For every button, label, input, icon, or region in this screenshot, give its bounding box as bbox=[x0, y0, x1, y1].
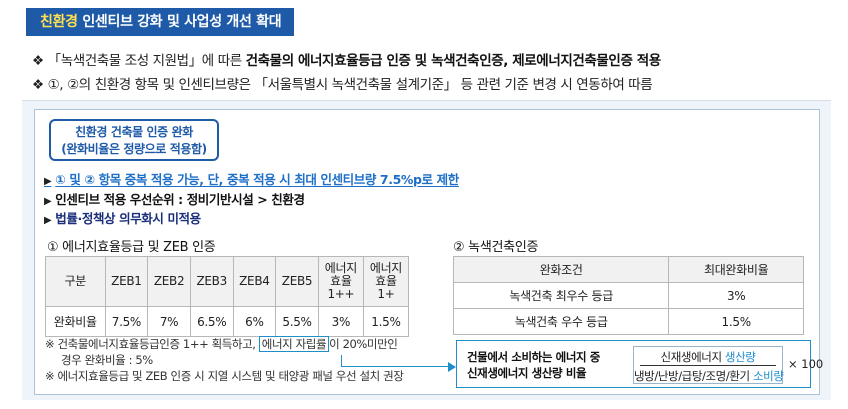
ratio-description: 건물에서 소비하는 에너지 중 신재생에너지 생산량 비율 bbox=[467, 349, 600, 381]
table-header-cell: ZEB4 bbox=[232, 256, 277, 307]
denominator-highlight: 소비량 bbox=[752, 369, 784, 383]
triangle-item-1-text: ① 및 ② 항목 중복 적용 가능, 단, 중복 적용 시 최대 인센티브량 7… bbox=[55, 172, 459, 187]
table-cell: 7% bbox=[147, 306, 191, 337]
note-mark: ※ bbox=[45, 337, 55, 351]
numerator-pre: 신재생에너지 bbox=[660, 350, 725, 364]
triangle-item-3: ▶ 법률·정책상 의무화시 미적용 bbox=[44, 208, 201, 227]
callout-arrow-icon bbox=[448, 362, 456, 372]
note-2-text: 에너지효율등급 및 ZEB 인증 시 지열 시스템 및 태양광 패널 우선 설치… bbox=[54, 369, 404, 383]
table-header-cell: ZEB2 bbox=[147, 256, 191, 307]
title-rest: 인센티브 강화 및 사업성 개선 확대 bbox=[77, 14, 282, 30]
section-title-banner: 친환경 인센티브 강화 및 사업성 개선 확대 bbox=[26, 8, 294, 36]
note-2: ※ 에너지효율등급 및 ZEB 인증 시 지열 시스템 및 태양광 패널 우선 … bbox=[45, 368, 404, 384]
bullet-line-1-normal: 「녹색건축물 조성 지원법」에 따른 bbox=[47, 53, 246, 69]
bullet-marker-icon: ❖ bbox=[32, 53, 44, 69]
triangle-marker-icon: ▶ bbox=[44, 215, 52, 226]
bullet-line-2-text: ①, ②의 친환경 항목 및 인센티브량은 「서울특별시 녹색건축물 설계기준」… bbox=[47, 77, 653, 93]
triangle-item-3-text: 법률·정책상 의무화시 미적용 bbox=[55, 211, 201, 226]
zeb-relief-table: 구분 ZEB1 ZEB2 ZEB3 ZEB4 ZEB5 에너지 효율 1++ 에너지… bbox=[45, 256, 410, 337]
numerator-highlight: 생산량 bbox=[724, 350, 756, 364]
table-cell: 1.5% bbox=[362, 306, 410, 337]
note-1-continuation: 경우 완화비율 : 5% bbox=[61, 353, 153, 367]
triangle-item-2: ▶ 인센티브 적용 우선순위 : 정비기반시설 > 친환경 bbox=[44, 189, 305, 208]
content-inner-box: 친환경 건축물 인증 완화 (완화비율은 정량으로 적용함) ▶ ① 및 ② 항목… bbox=[34, 109, 823, 395]
table-header-cell: ZEB1 bbox=[104, 256, 149, 307]
title-highlight: 친환경 bbox=[40, 14, 78, 30]
table-header-cell: ZEB3 bbox=[189, 256, 234, 307]
table-cell: 7.5% bbox=[104, 306, 149, 337]
cert-box-line-2: (완화비율은 정량으로 적용함) bbox=[61, 142, 207, 156]
table-cell: 녹색건축 최우수 등급 bbox=[452, 282, 670, 309]
table-header-cell: 구분 bbox=[45, 256, 106, 307]
triangle-item-1: ▶ ① 및 ② 항목 중복 적용 가능, 단, 중복 적용 시 최대 인센티브량 … bbox=[44, 169, 459, 188]
table-header-cell: 에너지 효율 1++ bbox=[317, 256, 364, 307]
table-header-row: 완화조건 최대완화비율 bbox=[452, 256, 804, 283]
table-row: 완화비율 7.5% 7% 6.5% 6% 5.5% 3% 1.5% bbox=[45, 306, 410, 337]
green-building-table: 완화조건 최대완화비율 녹색건축 최우수 등급 3% 녹색건축 우수 등급 1.… bbox=[452, 256, 804, 335]
note-1: ※ 건축물에너지효율등급인증 1++ 획득하고, 에너지 자립률 이 20%미만인 bbox=[45, 336, 398, 352]
content-panel: 친환경 건축물 인증 완화 (완화비율은 정량으로 적용함) ▶ ① 및 ② 항목… bbox=[22, 100, 831, 400]
table-header-row: 구분 ZEB1 ZEB2 ZEB3 ZEB4 ZEB5 에너지 효율 1++ 에너지… bbox=[45, 256, 410, 307]
bullet-line-1-bold: 건축물의 에너지효율등급 인증 및 녹색건축인증, 제로에너지건축물인증 적용 bbox=[245, 53, 662, 69]
table-header-cell: 에너지 효율 1+ bbox=[362, 256, 410, 307]
table-cell: 3% bbox=[317, 306, 364, 337]
table-header-cell: 완화조건 bbox=[452, 256, 670, 283]
cert-relief-box: 친환경 건축물 인증 완화 (완화비율은 정량으로 적용함) bbox=[49, 119, 219, 161]
ratio-formula: 신재생에너지 생산량 냉방/난방/급탕/조명/환기 소비량 bbox=[633, 346, 784, 384]
energy-self-sufficiency-term: 에너지 자립률 bbox=[258, 336, 330, 352]
formula-denominator: 냉방/난방/급탕/조명/환기 소비량 bbox=[634, 368, 784, 384]
triangle-item-2-text: 인센티브 적용 우선순위 : 정비기반시설 > 친환경 bbox=[55, 192, 305, 207]
callout-connector-line bbox=[341, 355, 454, 367]
table-cell: 5.5% bbox=[275, 306, 319, 337]
bullet-marker-icon: ❖ bbox=[32, 77, 44, 93]
table-header-cell: 최대완화비율 bbox=[668, 256, 804, 283]
formula-numerator: 신재생에너지 생산량 bbox=[634, 349, 782, 365]
self-sufficiency-ratio-box: 건물에서 소비하는 에너지 중 신재생에너지 생산량 비율 신재생에너지 생산량… bbox=[456, 340, 823, 388]
table-row: 녹색건축 최우수 등급 3% bbox=[452, 282, 804, 309]
denominator-pre: 냉방/난방/급탕/조명/환기 bbox=[634, 369, 753, 383]
ratio-desc-line-1: 건물에서 소비하는 에너지 중 bbox=[467, 350, 600, 364]
bullet-line-1: ❖ 「녹색건축물 조성 지원법」에 따른 건축물의 에너지효율등급 인증 및 녹… bbox=[32, 49, 661, 69]
table-cell: 3% bbox=[668, 282, 804, 309]
triangle-marker-icon: ▶ bbox=[44, 196, 52, 207]
note-mark: ※ bbox=[45, 369, 55, 383]
table-cell: 녹색건축 우수 등급 bbox=[452, 308, 670, 335]
bullet-line-2: ❖ ①, ②의 친환경 항목 및 인센티브량은 「서울특별시 녹색건축물 설계기… bbox=[32, 73, 653, 93]
table-header-cell: ZEB5 bbox=[275, 256, 319, 307]
table-cell: 1.5% bbox=[668, 308, 804, 335]
note-1-pre: 건축물에너지효율등급인증 1++ 획득하고, bbox=[54, 337, 259, 351]
fraction-bar bbox=[640, 365, 776, 366]
table-cell: 6.5% bbox=[189, 306, 234, 337]
cert-box-line-1: 친환경 건축물 인증 완화 bbox=[75, 125, 193, 139]
formula-multiplier: × 100 bbox=[788, 357, 824, 371]
ratio-desc-line-2: 신재생에너지 생산량 비율 bbox=[467, 366, 587, 380]
table-row: 녹색건축 우수 등급 1.5% bbox=[452, 308, 804, 335]
note-1-post: 이 20%미만인 bbox=[329, 337, 398, 351]
section-1-heading: ① 에너지효율등급 및 ZEB 인증 bbox=[47, 240, 216, 255]
triangle-marker-icon: ▶ bbox=[44, 176, 52, 187]
section-2-heading: ② 녹색건축인증 bbox=[453, 240, 539, 255]
table-cell: 완화비율 bbox=[45, 306, 106, 337]
table-cell: 6% bbox=[232, 306, 277, 337]
